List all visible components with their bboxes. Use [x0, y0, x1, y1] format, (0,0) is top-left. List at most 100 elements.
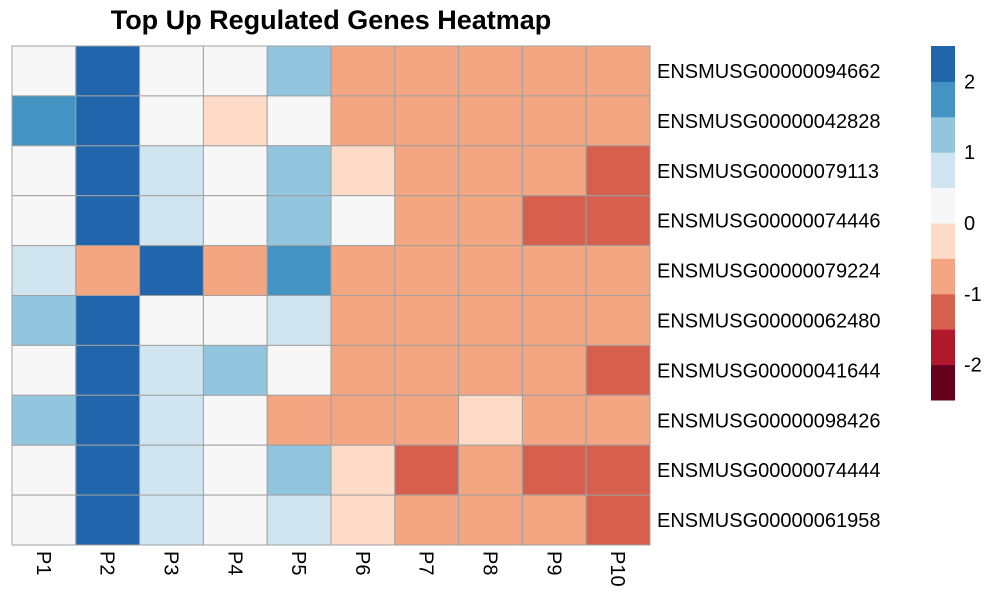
heatmap-cell	[330, 245, 396, 297]
heatmap-cell	[585, 45, 651, 97]
heatmap-cell	[394, 45, 460, 97]
heatmap-cell	[139, 295, 204, 346]
heatmap-cell	[11, 344, 77, 396]
row-label: ENSMUSG00000061958	[657, 510, 880, 532]
heatmap-cell	[202, 295, 268, 346]
heatmap-cell	[585, 494, 651, 546]
heatmap-cell	[11, 494, 77, 546]
heatmap-cell	[521, 494, 587, 546]
heatmap-cell	[75, 145, 141, 197]
heatmap-cell	[75, 95, 141, 147]
column-label: P7	[415, 551, 437, 575]
row-label: ENSMUSG00000079224	[657, 261, 880, 283]
row-label: ENSMUSG00000042828	[657, 111, 880, 133]
heatmap-cell	[521, 145, 587, 197]
row-label: ENSMUSG00000041644	[657, 360, 880, 382]
row-label: ENSMUSG00000074446	[657, 211, 880, 233]
column-label: P2	[96, 551, 118, 575]
legend-swatch	[931, 293, 955, 330]
heatmap-cell	[75, 494, 141, 546]
heatmap-cell	[394, 195, 460, 247]
heatmap-cell	[75, 245, 141, 297]
heatmap-cell	[585, 295, 651, 346]
heatmap-cell	[139, 45, 204, 97]
heatmap-cell	[11, 45, 77, 97]
legend-swatch	[931, 152, 955, 189]
legend-swatch	[931, 46, 955, 82]
heatmap-cell	[394, 444, 460, 496]
column-label: P6	[351, 551, 373, 575]
heatmap-cell	[202, 245, 268, 297]
heatmap-cell	[585, 95, 651, 147]
heatmap-cell	[139, 245, 204, 297]
heatmap-cell	[330, 195, 396, 247]
heatmap-cell	[202, 494, 268, 546]
heatmap-cell	[202, 444, 268, 496]
heatmap-cell	[521, 195, 587, 247]
heatmap-cell	[139, 444, 204, 496]
heatmap-cell	[585, 444, 651, 496]
column-label: P5	[287, 551, 309, 575]
heatmap-cell	[458, 145, 523, 197]
heatmap-cell	[139, 145, 204, 197]
heatmap-cell	[521, 295, 587, 346]
heatmap-cell	[202, 195, 268, 247]
heatmap-cell	[11, 444, 77, 496]
heatmap-cell	[11, 95, 77, 147]
column-label: P4	[223, 551, 245, 575]
color-legend: 2 1 0 -1 -2	[931, 46, 982, 401]
heatmap-cell	[521, 245, 587, 297]
heatmap-cell	[11, 195, 77, 247]
heatmap-cell	[266, 295, 332, 346]
heatmap-cell	[394, 295, 460, 346]
heatmap-cell	[458, 195, 523, 247]
heatmap-cell	[521, 394, 587, 446]
row-label: ENSMUSG00000074444	[657, 460, 880, 482]
heatmap-cell	[266, 245, 332, 297]
row-label: ENSMUSG00000062480	[657, 310, 880, 332]
legend-swatch	[931, 329, 955, 366]
heatmap-cell	[458, 444, 523, 496]
row-label: ENSMUSG00000079113	[657, 161, 879, 183]
column-label: P8	[479, 551, 501, 575]
heatmap-cell	[585, 344, 651, 396]
heatmap-cell	[266, 494, 332, 546]
column-label: P9	[542, 551, 564, 575]
column-labels: P1 P2 P3 P4 P5 P6 P7 P8 P9 P10	[32, 551, 628, 587]
legend-swatch	[931, 187, 955, 224]
heatmap-cell	[521, 344, 587, 396]
heatmap-cell	[330, 295, 396, 346]
heatmap-cell	[458, 494, 523, 546]
row-label: ENSMUSG00000098426	[657, 410, 880, 432]
heatmap-cell	[139, 394, 204, 446]
heatmap-cell	[11, 145, 77, 197]
heatmap-cell	[330, 95, 396, 147]
heatmap-cell	[585, 245, 651, 297]
heatmap-cell	[394, 394, 460, 446]
heatmap-cell	[202, 145, 268, 197]
heatmap-cell	[585, 394, 651, 446]
heatmap-cell	[585, 195, 651, 247]
heatmap-cell	[202, 394, 268, 446]
heatmap-cell	[75, 394, 141, 446]
heatmap-cell	[458, 95, 523, 147]
heatmap-cell	[11, 245, 77, 297]
heatmap-cell	[458, 45, 523, 97]
heatmap-cell	[266, 344, 332, 396]
heatmap-cell	[202, 344, 268, 396]
heatmap-cell	[266, 95, 332, 147]
row-labels: ENSMUSG00000094662 ENSMUSG00000042828 ENSM…	[657, 61, 880, 532]
heatmap-cell	[394, 95, 460, 147]
heatmap-cell	[521, 444, 587, 496]
heatmap-cell	[394, 494, 460, 546]
heatmap-cell	[585, 145, 651, 197]
heatmap-cell	[330, 394, 396, 446]
legend-swatch	[931, 223, 955, 259]
heatmap-cell	[330, 344, 396, 396]
chart-title: Top Up Regulated Genes Heatmap	[111, 5, 552, 35]
heatmap-cell	[266, 195, 332, 247]
heatmap-cell	[266, 444, 332, 496]
heatmap-cell	[75, 295, 141, 346]
legend-tick-label: -1	[964, 284, 982, 306]
heatmap-cell	[139, 344, 204, 396]
